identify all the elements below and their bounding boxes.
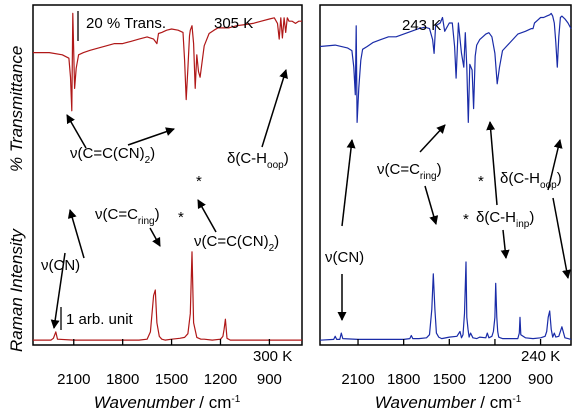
left-x-tick-label: 900: [257, 371, 282, 388]
left-asterisk-1: *: [178, 209, 184, 226]
left-raman-temperature: 300 K: [253, 348, 292, 365]
right-arrow-7: [547, 139, 563, 191]
right-label-cc-ring: ν(C=Cring): [377, 161, 442, 182]
right-x-tick-label: 1800: [387, 371, 420, 388]
right-arrow-4: [424, 185, 439, 225]
left-label-cn: ν(CN): [41, 257, 80, 274]
left-x-axis-title: Wavenumber / cm-1: [94, 393, 241, 412]
right-x-axis-title: Wavenumber / cm-1: [375, 393, 522, 412]
left-arrow-4: [261, 69, 288, 148]
right-arrow-5: [486, 121, 498, 206]
right-ir-spectrum: [319, 12, 572, 123]
left-ir-temperature: 305 K: [214, 15, 253, 32]
left-ir-spectrum: [33, 12, 302, 112]
y-axis-title-top: % Transmittance: [7, 46, 26, 172]
right-x-tick-label: 2100: [341, 371, 374, 388]
left-label-cc-ring: ν(C=Cring): [95, 206, 160, 227]
right-x-tick-label: 1200: [478, 371, 511, 388]
left-panel: 2100 1800 1500 1200 900 20 % Trans. 305 K 1 …: [32, 4, 303, 412]
left-x-tick-label: 1800: [106, 371, 139, 388]
left-arrow-6: [67, 209, 85, 259]
left-label-cc-cn2-ir: ν(C=C(CN)2): [70, 145, 155, 166]
right-arrow-3: [419, 124, 446, 153]
left-raman-spectrum: [33, 251, 302, 341]
left-curves: [33, 12, 302, 341]
left-raman-scale-label: 1 arb. unit: [66, 311, 134, 328]
left-label-cc-cn2-raman: ν(C=C(CN)2): [194, 233, 279, 254]
right-panel: 2100 1800 1500 1200 900 243 K 240 K ν(C=Crin…: [319, 4, 572, 412]
right-arrow-8: [552, 197, 571, 279]
right-ir-temperature: 243 K: [402, 17, 441, 34]
right-x-ticks: 2100 1800 1500 1200 900: [341, 339, 553, 388]
left-ir-scale-label: 20 % Trans.: [86, 15, 166, 32]
right-arrow-1: [341, 139, 356, 227]
right-arrow-6: [500, 229, 510, 259]
left-x-ticks: 2100 1800 1500 1200 900: [57, 339, 282, 388]
y-axis-title-bottom: Raman Intensity: [7, 228, 26, 352]
left-label-ch-oop: δ(C-Hoop): [227, 150, 289, 171]
right-asterisk-2: *: [478, 173, 484, 190]
right-x-tick-label: 900: [528, 371, 553, 388]
right-label-ch-inp: δ(C-Hinp): [476, 209, 534, 230]
left-arrow-3: [149, 227, 161, 247]
left-asterisk-2: *: [196, 173, 202, 190]
right-x-tick-label: 1500: [433, 371, 466, 388]
right-curves: [319, 12, 572, 341]
left-x-tick-label: 1200: [204, 371, 237, 388]
left-x-tick-label: 1500: [155, 371, 188, 388]
right-asterisk-1: *: [463, 211, 469, 228]
left-panel-frame: [32, 4, 303, 346]
left-arrow-1: [127, 127, 175, 146]
right-label-cn: ν(CN): [325, 249, 364, 266]
right-raman-spectrum: [319, 261, 572, 341]
left-arrow-7: [197, 199, 217, 233]
left-arrow-2: [66, 114, 87, 149]
right-panel-frame: [319, 4, 572, 346]
left-x-tick-label: 2100: [57, 371, 90, 388]
left-arrow-5: [50, 252, 66, 329]
right-raman-temperature: 240 K: [521, 348, 560, 365]
